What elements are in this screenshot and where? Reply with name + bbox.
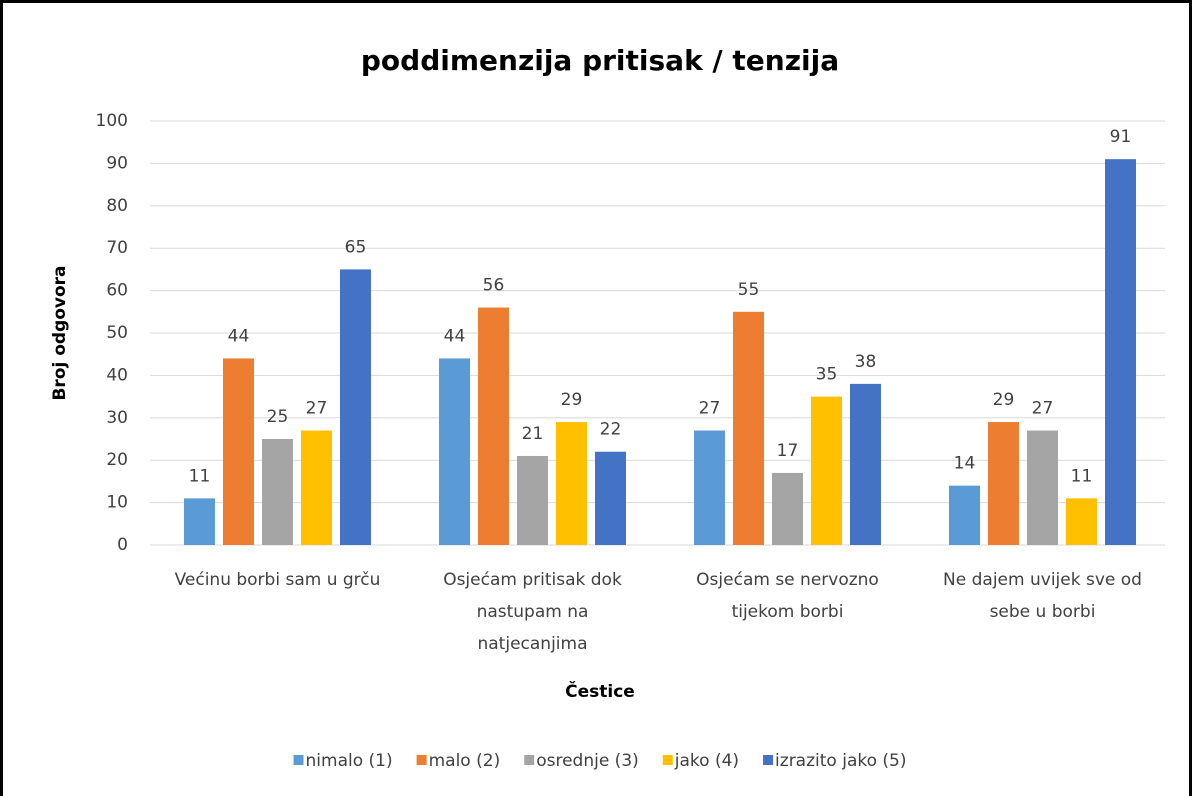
legend-label: nimalo (1) (306, 751, 393, 771)
bar (694, 430, 725, 545)
bar (949, 485, 980, 545)
y-tick-label: 50 (106, 323, 128, 343)
bar (1066, 498, 1097, 545)
bar (850, 383, 881, 545)
data-label: 17 (777, 441, 799, 461)
bar (301, 430, 332, 545)
data-label: 91 (1110, 127, 1132, 147)
data-label: 21 (522, 424, 544, 444)
bar (811, 396, 842, 545)
legend-label: izrazito jako (5) (775, 751, 906, 771)
bar (478, 307, 509, 545)
y-tick-label: 10 (106, 493, 128, 513)
data-label: 14 (954, 454, 976, 474)
x-tick-label: Osjećam se nervozno (696, 570, 879, 590)
x-tick-label: tijekom borbi (732, 602, 844, 622)
data-label: 25 (267, 407, 289, 427)
data-label: 11 (189, 466, 211, 486)
bar (223, 358, 254, 545)
data-label: 65 (345, 237, 367, 257)
y-tick-label: 20 (106, 450, 128, 470)
bar (1027, 430, 1058, 545)
data-label: 22 (600, 420, 622, 440)
data-label: 29 (993, 390, 1015, 410)
bar (340, 269, 371, 545)
y-tick-label: 100 (96, 111, 128, 131)
bar (733, 311, 764, 545)
y-tick-label: 90 (106, 153, 128, 173)
bar (1105, 159, 1136, 545)
legend-swatch (524, 755, 535, 765)
y-tick-label: 40 (106, 365, 128, 385)
y-tick-label: 0 (117, 535, 128, 555)
bar (988, 422, 1019, 545)
bar (262, 439, 293, 545)
x-axis-title: Čestice (565, 680, 635, 702)
x-tick-label: Osjećam pritisak dok (443, 570, 622, 590)
x-tick-label: nastupam na (477, 602, 589, 622)
legend-label: malo (2) (429, 751, 501, 771)
data-label: 27 (306, 399, 328, 419)
data-label: 56 (483, 276, 505, 296)
x-tick-label: natjecanjima (477, 634, 587, 654)
data-label: 44 (444, 326, 466, 346)
bar (772, 472, 803, 545)
bar (439, 358, 470, 545)
data-label: 38 (855, 352, 877, 372)
bar (517, 455, 548, 545)
data-label: 27 (699, 399, 721, 419)
legend-label: osrednje (3) (536, 751, 639, 771)
bar (595, 451, 626, 545)
legend-swatch (763, 755, 774, 765)
legend-swatch (416, 755, 427, 765)
bar (556, 422, 587, 545)
data-label: 55 (738, 280, 760, 300)
legend-label: jako (4) (674, 751, 739, 771)
bar (184, 498, 215, 545)
y-axis-title: Broj odgovora (50, 265, 70, 400)
x-tick-label: Većinu borbi sam u grču (175, 570, 381, 590)
y-tick-label: 70 (106, 238, 128, 258)
y-tick-label: 60 (106, 281, 128, 301)
y-tick-label: 80 (106, 196, 128, 216)
x-tick-label: sebe u borbi (990, 602, 1096, 622)
x-tick-label: Ne dajem uvijek sve od (943, 570, 1142, 590)
y-tick-label: 30 (106, 408, 128, 428)
data-label: 35 (816, 365, 838, 385)
legend-swatch (293, 755, 304, 765)
legend-swatch (662, 755, 673, 765)
data-label: 27 (1032, 399, 1054, 419)
data-label: 44 (228, 326, 250, 346)
data-label: 29 (561, 390, 583, 410)
chart-title: poddimenzija pritisak / tenzija (361, 44, 839, 77)
data-label: 11 (1071, 466, 1093, 486)
